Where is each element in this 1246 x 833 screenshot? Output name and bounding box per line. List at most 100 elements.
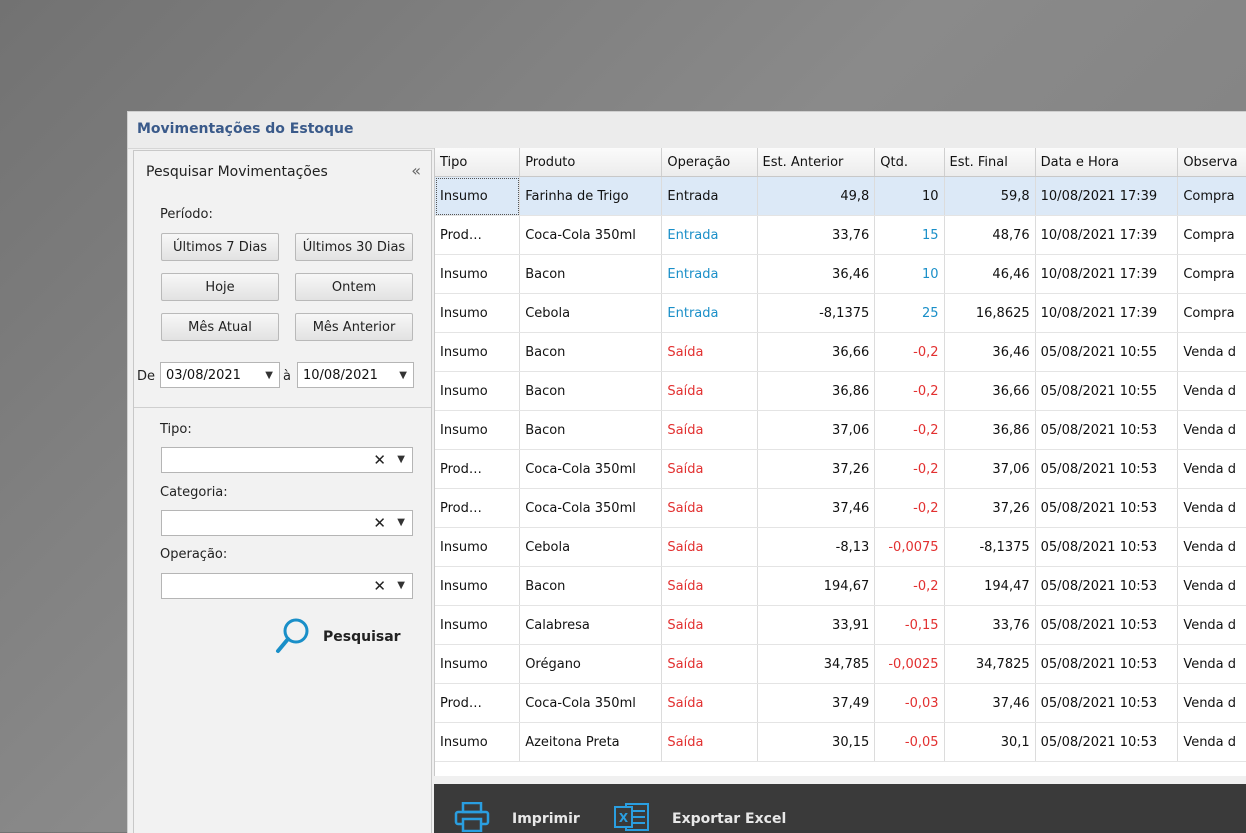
est-final-cell[interactable]: -8,1375	[944, 527, 1036, 567]
tipo-cell[interactable]: Prod…	[435, 488, 521, 528]
qtd-cell[interactable]: -0,2	[874, 488, 945, 528]
qtd-cell[interactable]: -0,0025	[874, 644, 945, 684]
tipo-cell[interactable]: Insumo	[435, 254, 521, 294]
column-header[interactable]: Produto	[519, 148, 663, 177]
qtd-cell[interactable]: -0,15	[874, 605, 945, 645]
table-row[interactable]: Insumo Farinha de Trigo Entrada 49,8 10 59,8 1…	[435, 176, 1246, 216]
table-row[interactable]: Prod… Coca-Cola 350ml Entrada 33,76 15 48,76 1…	[435, 215, 1246, 255]
qtd-cell[interactable]: -0,0075	[874, 527, 945, 567]
data-hora-cell[interactable]: 05/08/2021 10:53	[1035, 683, 1179, 723]
table-row[interactable]: Insumo Bacon Saída 36,86 -0,2 36,66 05/08/2021…	[435, 371, 1246, 411]
observacao-cell[interactable]: Venda d	[1177, 527, 1246, 567]
operacao-select[interactable]: ✕ ▼	[161, 573, 413, 599]
est-anterior-cell[interactable]: 36,46	[757, 254, 876, 294]
est-final-cell[interactable]: 36,86	[944, 410, 1036, 450]
operacao-cell[interactable]: Saída	[661, 527, 758, 567]
qtd-cell[interactable]: -0,2	[874, 332, 945, 372]
table-row[interactable]: Insumo Cebola Entrada -8,1375 25 16,8625 10/08…	[435, 293, 1246, 333]
operacao-cell[interactable]: Saída	[661, 371, 758, 411]
tipo-cell[interactable]: Insumo	[435, 332, 521, 372]
produto-cell[interactable]: Bacon	[519, 410, 663, 450]
column-header[interactable]: Observa	[1177, 148, 1246, 177]
qtd-cell[interactable]: -0,05	[874, 722, 945, 762]
est-final-cell[interactable]: 59,8	[944, 176, 1036, 216]
est-anterior-cell[interactable]: 194,67	[757, 566, 876, 606]
observacao-cell[interactable]: Compra	[1177, 293, 1246, 333]
operacao-cell[interactable]: Saída	[661, 566, 758, 606]
tipo-cell[interactable]: Insumo	[435, 566, 521, 606]
categoria-select[interactable]: ✕ ▼	[161, 510, 413, 536]
operacao-cell[interactable]: Entrada	[661, 254, 758, 294]
produto-cell[interactable]: Bacon	[519, 566, 663, 606]
print-button[interactable]: Imprimir	[454, 784, 584, 833]
data-hora-cell[interactable]: 05/08/2021 10:53	[1035, 449, 1179, 489]
produto-cell[interactable]: Bacon	[519, 254, 663, 294]
data-hora-cell[interactable]: 05/08/2021 10:53	[1035, 722, 1179, 762]
date-to-picker[interactable]: 10/08/2021 ▼	[297, 362, 414, 388]
export-excel-button[interactable]: X Exportar Excel	[614, 784, 814, 833]
table-row[interactable]: Insumo Calabresa Saída 33,91 -0,15 33,76 05/08…	[435, 605, 1246, 645]
operacao-cell[interactable]: Saída	[661, 410, 758, 450]
est-anterior-cell[interactable]: 33,91	[757, 605, 876, 645]
produto-cell[interactable]: Calabresa	[519, 605, 663, 645]
est-final-cell[interactable]: 36,46	[944, 332, 1036, 372]
column-header[interactable]: Operação	[661, 148, 758, 177]
est-anterior-cell[interactable]: 30,15	[757, 722, 876, 762]
current-month-button[interactable]: Mês Atual	[161, 313, 279, 341]
column-header[interactable]: Tipo	[435, 148, 521, 177]
qtd-cell[interactable]: -0,2	[874, 410, 945, 450]
data-hora-cell[interactable]: 05/08/2021 10:53	[1035, 644, 1179, 684]
est-anterior-cell[interactable]: 34,785	[757, 644, 876, 684]
produto-cell[interactable]: Bacon	[519, 371, 663, 411]
tipo-cell[interactable]: Prod…	[435, 215, 521, 255]
observacao-cell[interactable]: Venda d	[1177, 605, 1246, 645]
est-final-cell[interactable]: 16,8625	[944, 293, 1036, 333]
table-row[interactable]: Insumo Bacon Saída 36,66 -0,2 36,46 05/08/2021…	[435, 332, 1246, 372]
observacao-cell[interactable]: Venda d	[1177, 566, 1246, 606]
observacao-cell[interactable]: Venda d	[1177, 332, 1246, 372]
clear-icon[interactable]: ✕	[373, 451, 386, 469]
tipo-cell[interactable]: Insumo	[435, 176, 521, 216]
est-anterior-cell[interactable]: 37,49	[757, 683, 876, 723]
est-final-cell[interactable]: 37,06	[944, 449, 1036, 489]
produto-cell[interactable]: Orégano	[519, 644, 663, 684]
tipo-cell[interactable]: Insumo	[435, 527, 521, 567]
qtd-cell[interactable]: 10	[874, 176, 945, 216]
observacao-cell[interactable]: Venda d	[1177, 449, 1246, 489]
produto-cell[interactable]: Coca-Cola 350ml	[519, 449, 663, 489]
table-row[interactable]: Prod… Coca-Cola 350ml Saída 37,46 -0,2 37,26 0…	[435, 488, 1246, 528]
est-anterior-cell[interactable]: 36,86	[757, 371, 876, 411]
est-anterior-cell[interactable]: 37,46	[757, 488, 876, 528]
qtd-cell[interactable]: -0,2	[874, 566, 945, 606]
search-icon[interactable]	[274, 616, 312, 656]
produto-cell[interactable]: Coca-Cola 350ml	[519, 215, 663, 255]
tipo-cell[interactable]: Insumo	[435, 371, 521, 411]
table-row[interactable]: Insumo Bacon Saída 194,67 -0,2 194,47 05/08/20…	[435, 566, 1246, 606]
data-hora-cell[interactable]: 05/08/2021 10:53	[1035, 527, 1179, 567]
today-button[interactable]: Hoje	[161, 273, 279, 301]
observacao-cell[interactable]: Venda d	[1177, 644, 1246, 684]
operacao-cell[interactable]: Saída	[661, 332, 758, 372]
observacao-cell[interactable]: Compra	[1177, 254, 1246, 294]
est-final-cell[interactable]: 48,76	[944, 215, 1036, 255]
est-final-cell[interactable]: 34,7825	[944, 644, 1036, 684]
tipo-cell[interactable]: Insumo	[435, 644, 521, 684]
data-hora-cell[interactable]: 05/08/2021 10:53	[1035, 410, 1179, 450]
operacao-cell[interactable]: Saída	[661, 644, 758, 684]
table-row[interactable]: Insumo Bacon Saída 37,06 -0,2 36,86 05/08/2021…	[435, 410, 1246, 450]
est-final-cell[interactable]: 33,76	[944, 605, 1036, 645]
qtd-cell[interactable]: -0,03	[874, 683, 945, 723]
data-hora-cell[interactable]: 10/08/2021 17:39	[1035, 215, 1179, 255]
table-row[interactable]: Insumo Orégano Saída 34,785 -0,0025 34,7825 05…	[435, 644, 1246, 684]
est-final-cell[interactable]: 36,66	[944, 371, 1036, 411]
produto-cell[interactable]: Coca-Cola 350ml	[519, 683, 663, 723]
operacao-cell[interactable]: Entrada	[661, 176, 758, 216]
tipo-cell[interactable]: Prod…	[435, 683, 521, 723]
data-hora-cell[interactable]: 05/08/2021 10:53	[1035, 488, 1179, 528]
produto-cell[interactable]: Bacon	[519, 332, 663, 372]
operacao-cell[interactable]: Saída	[661, 449, 758, 489]
clear-icon[interactable]: ✕	[373, 514, 386, 532]
observacao-cell[interactable]: Venda d	[1177, 371, 1246, 411]
produto-cell[interactable]: Cebola	[519, 527, 663, 567]
observacao-cell[interactable]: Venda d	[1177, 488, 1246, 528]
